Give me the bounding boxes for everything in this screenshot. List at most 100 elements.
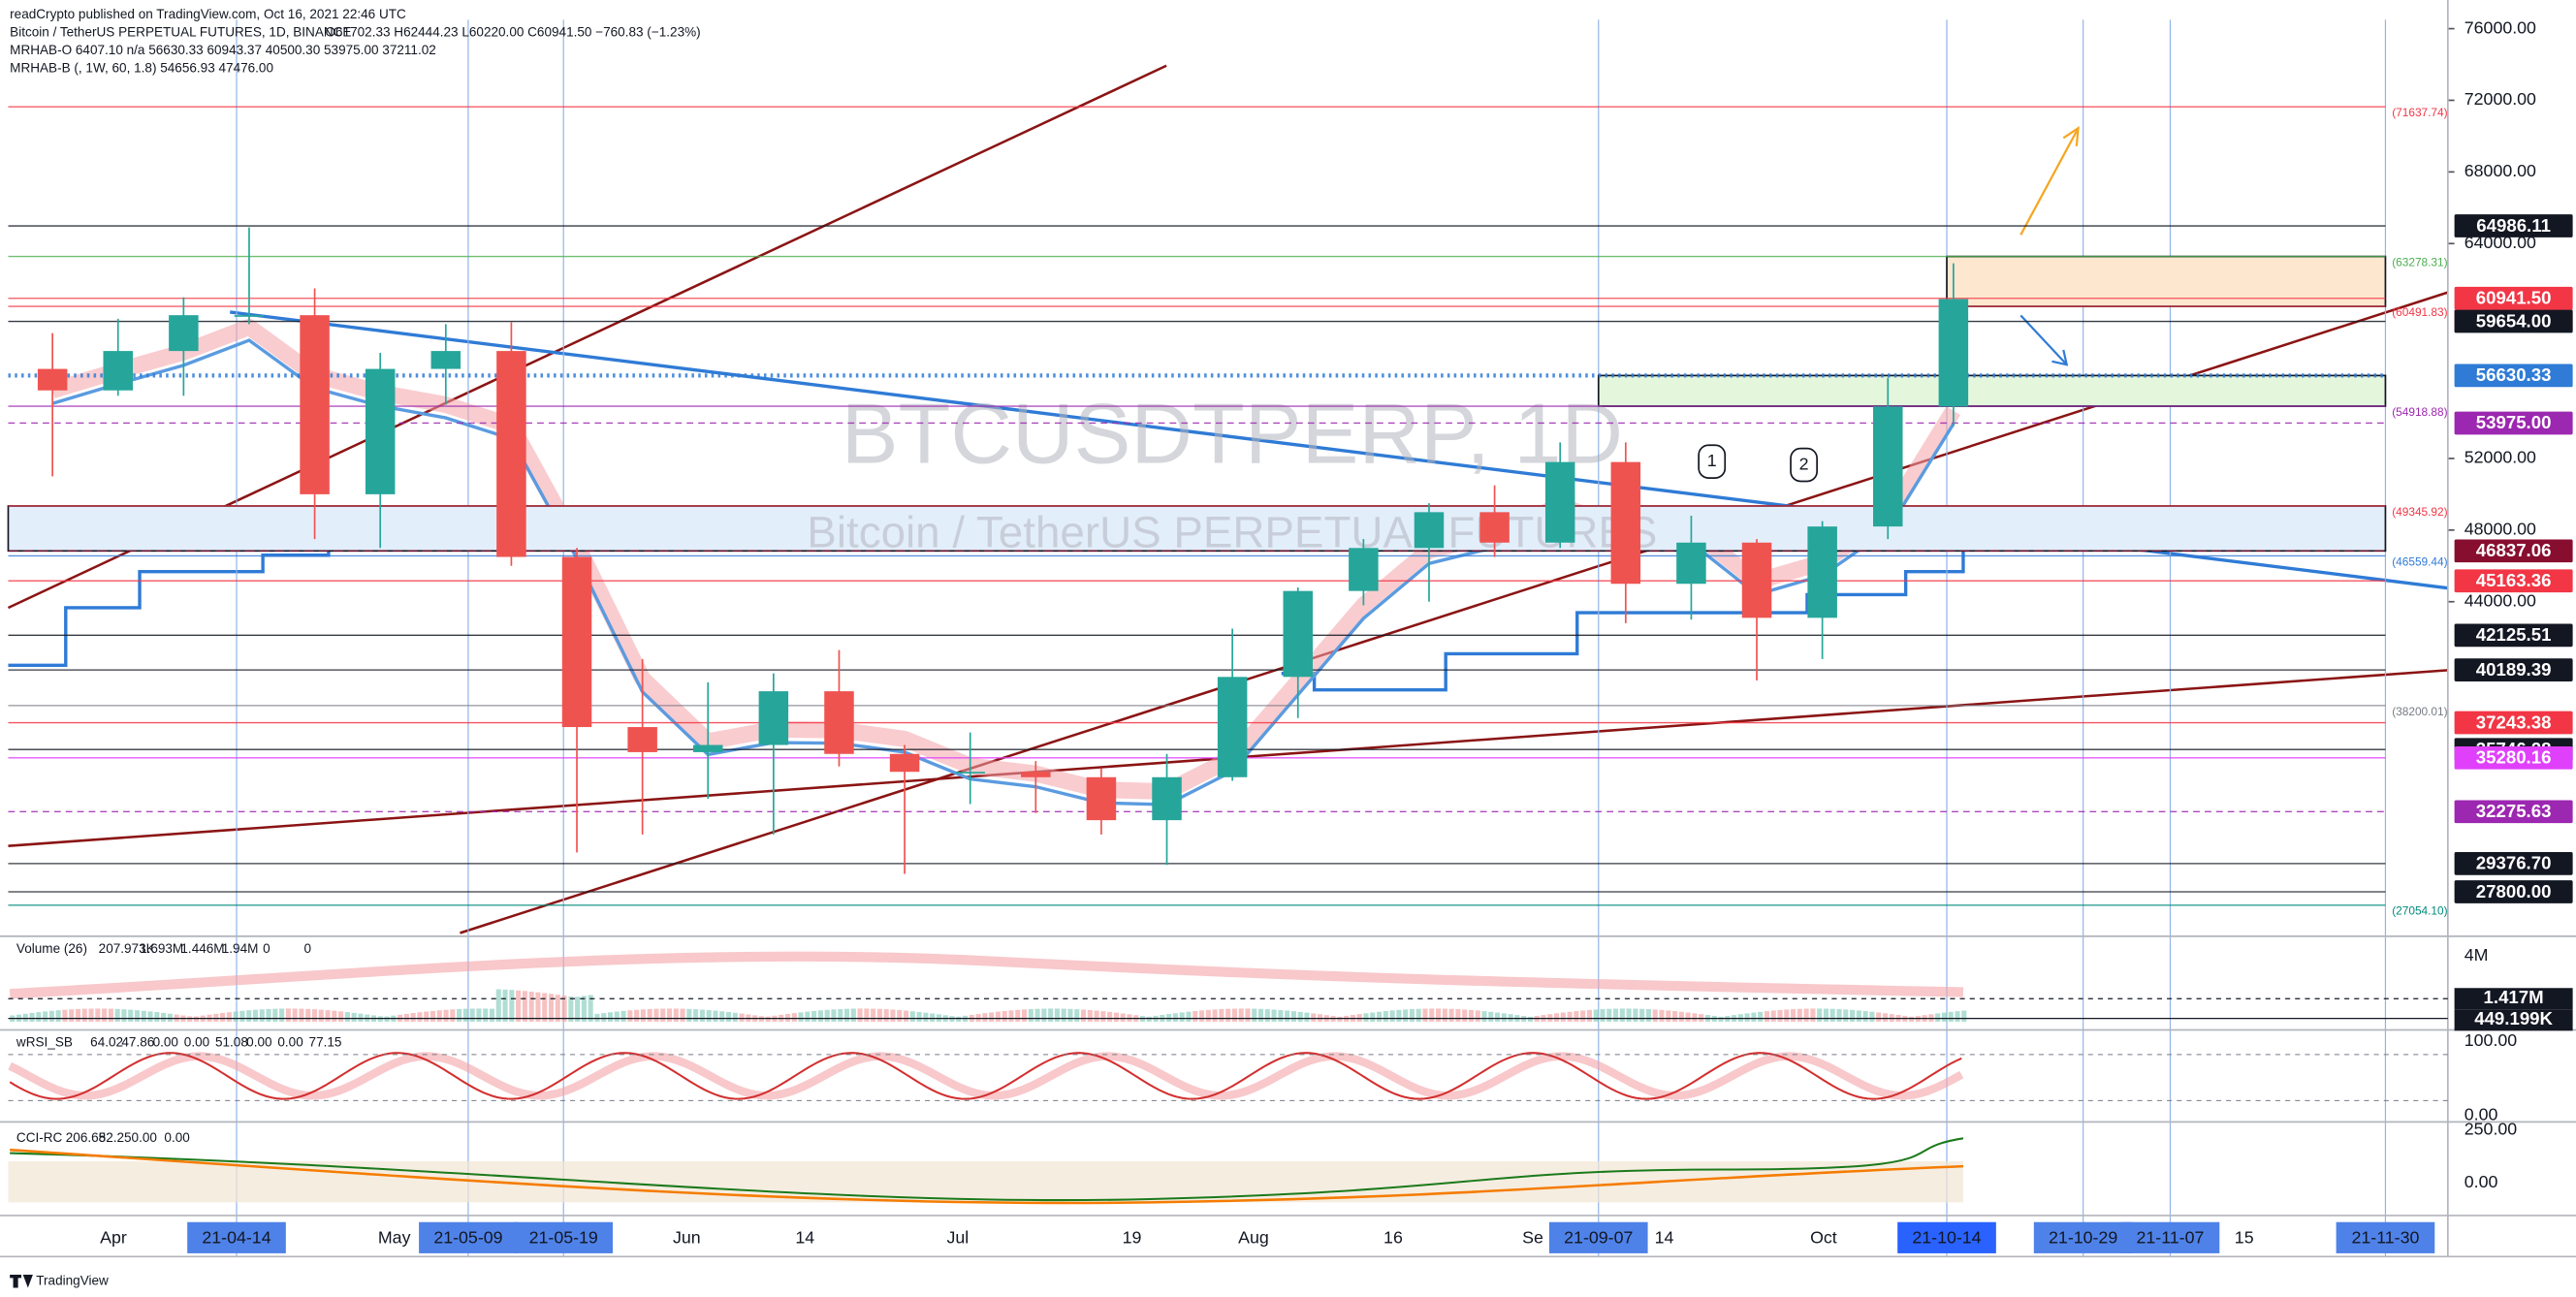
x-tick-label: May: [378, 1227, 411, 1247]
volume-bar: [358, 1013, 364, 1022]
volume-bar: [1955, 1011, 1960, 1022]
volume-bar: [246, 1010, 252, 1022]
cci-axis: 250.00: [2465, 1120, 2517, 1139]
volume-bar: [1193, 1011, 1198, 1022]
volume-bar: [1481, 1011, 1487, 1022]
volume-bar: [522, 991, 527, 1022]
cci-legend: 82.25: [99, 1130, 132, 1145]
volume-bar: [279, 1008, 285, 1022]
level-label: 53975.00: [2476, 412, 2552, 432]
volume-bar: [114, 1008, 120, 1022]
x-label-box: [419, 1221, 518, 1253]
volume-bar: [1462, 1009, 1468, 1022]
volume-bar: [489, 1008, 495, 1022]
volume-bar: [502, 989, 508, 1022]
x-tick-label: 21-05-09: [433, 1227, 502, 1247]
annotation: 2: [1799, 454, 1809, 473]
volume-bar: [213, 1013, 219, 1022]
volume-bar: [817, 1010, 823, 1022]
volume-bar: [824, 1009, 830, 1022]
volume-bar: [831, 1009, 837, 1022]
annotation: 1: [1707, 451, 1717, 470]
volume-bar: [1527, 1016, 1533, 1022]
volume-bar: [1409, 1009, 1415, 1022]
volume-bar: [1389, 1010, 1395, 1022]
candle-body: [1479, 512, 1510, 543]
volume-bar: [1909, 1016, 1915, 1022]
volume-bar: [69, 1009, 75, 1022]
volume-bar: [1436, 1008, 1442, 1022]
x-tick-label: 21-09-07: [1564, 1227, 1633, 1247]
x-label-box: [1897, 1221, 1996, 1253]
volume-bar: [561, 996, 567, 1022]
volume-bar: [88, 1008, 94, 1022]
volume-bar: [1475, 1010, 1480, 1022]
volume-bar: [1659, 1009, 1665, 1022]
level-label: 45163.36: [2476, 570, 2552, 590]
candle-body: [627, 727, 657, 752]
volume-bar: [581, 996, 587, 1022]
volume-bar: [292, 1008, 298, 1022]
volume-axis: 4M: [2465, 945, 2489, 965]
volume-bar: [62, 1009, 68, 1022]
volume-bar: [1074, 1009, 1080, 1022]
volume-bar: [732, 1012, 738, 1022]
level-label-box: [2454, 539, 2573, 563]
volume-bar: [568, 996, 574, 1022]
volume-bar: [1567, 1011, 1573, 1022]
volume-bar: [1455, 1009, 1461, 1022]
volume-bar: [1252, 1008, 1257, 1022]
ohlc: O61702.33 H62444.23 L60220.00 C60941.50 …: [326, 24, 701, 39]
volume-bar: [305, 1008, 311, 1022]
volume-bar: [713, 1010, 718, 1022]
volume-bar: [693, 1009, 699, 1022]
volume-bar: [706, 1010, 712, 1022]
volume-bar: [1285, 1010, 1290, 1022]
candle-body: [1676, 542, 1706, 585]
volume-bar: [1337, 1016, 1343, 1022]
volume-bar: [1882, 1013, 1888, 1022]
volume-bar: [634, 1009, 640, 1022]
cci-legend: 0.00: [132, 1130, 157, 1145]
volume-bar: [1633, 1008, 1638, 1022]
volume-bar: [1672, 1011, 1678, 1022]
volume-label-box: [2454, 1009, 2573, 1031]
x-tick-label: 21-11-07: [2137, 1227, 2205, 1247]
level-label-box: [2454, 852, 2573, 875]
volume-bar: [1810, 1008, 1816, 1022]
level-label: 56630.33: [2476, 364, 2552, 385]
volume-bar: [673, 1008, 679, 1022]
volume-bar: [719, 1011, 725, 1022]
candle-body: [1283, 590, 1314, 678]
annotation-bubble: [1698, 444, 1727, 479]
candle-body: [1544, 461, 1575, 543]
volume-bar: [1829, 1008, 1835, 1022]
candle-body: [300, 315, 330, 494]
volume-bar: [1862, 1011, 1868, 1022]
volume-bar: [1876, 1012, 1882, 1022]
level-label: 37243.38: [2476, 712, 2552, 732]
volume-bar: [1961, 1010, 1967, 1022]
rsi-legend: 47.86: [121, 1035, 154, 1050]
volume-bar: [1238, 1008, 1244, 1022]
volume-bar: [1094, 1010, 1099, 1022]
volume-bar: [1626, 1008, 1632, 1022]
candle-body: [1610, 461, 1641, 585]
volume-bar: [75, 1008, 81, 1022]
volume-bar: [1764, 1011, 1769, 1022]
volume-bar: [1817, 1008, 1823, 1022]
candle-body: [758, 691, 789, 745]
volume-bar: [1770, 1010, 1776, 1022]
volume-bar: [784, 1013, 791, 1022]
volume-bar: [483, 1008, 489, 1022]
watermark: BTCUSDTPERP, 1D: [842, 385, 1623, 481]
volume-bar: [1869, 1011, 1875, 1022]
volume-bar: [1948, 1011, 1954, 1022]
volume-bar: [811, 1010, 817, 1022]
volume-bar: [989, 1012, 995, 1022]
minor-level-label: (46559.44): [2392, 554, 2447, 568]
rsi-legend: 0.00: [246, 1035, 271, 1050]
x-tick-label: Oct: [1810, 1227, 1837, 1247]
volume-bar: [1613, 1008, 1619, 1022]
